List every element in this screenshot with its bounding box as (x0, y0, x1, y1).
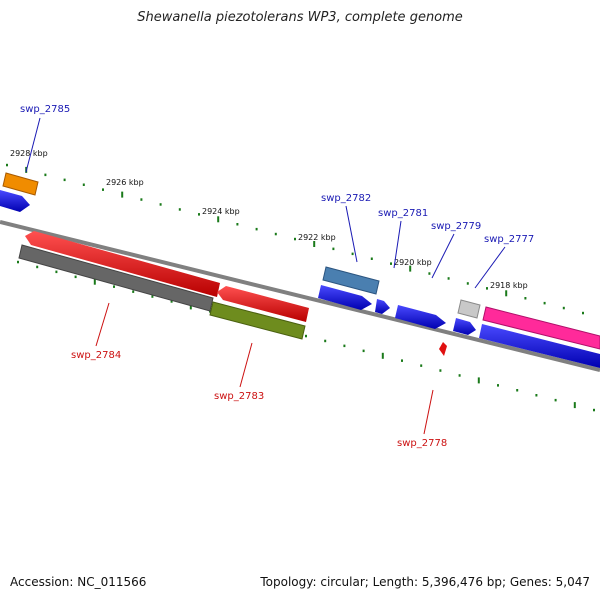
gene-swp-2778[interactable] (439, 342, 447, 356)
topology-text: Topology: circular; Length: 5,396,476 bp… (260, 575, 590, 589)
scale-label-2928: 2928 kbp (10, 149, 48, 158)
scale-label-2926: 2926 kbp (106, 178, 144, 187)
gene-swp-2783[interactable] (209, 301, 306, 340)
cds-forward-3[interactable] (375, 299, 390, 314)
callout-swp-2785 (25, 117, 41, 173)
label-swp-2784: swp_2784 (71, 350, 121, 361)
label-swp-2778: swp_2778 (397, 438, 447, 449)
callout-swp-2779 (431, 233, 455, 279)
scale-label-2918: 2918 kbp (490, 281, 528, 290)
scale-label-2920: 2920 kbp (394, 258, 432, 267)
label-swp-2781: swp_2781 (378, 208, 428, 219)
gene-swp-2785[interactable] (2, 172, 39, 196)
cds-forward-6[interactable] (479, 324, 600, 368)
callout-swp-2781 (393, 220, 402, 269)
scale-label-2922: 2922 kbp (298, 233, 336, 242)
callout-swp-2778 (423, 389, 434, 435)
gene-swp-2782[interactable] (322, 266, 380, 295)
label-swp-2782: swp_2782 (321, 193, 371, 204)
gene-swp-2784[interactable] (18, 244, 214, 312)
cds-reverse-1[interactable] (25, 231, 220, 297)
callout-swp-2783 (239, 342, 253, 388)
cds-forward-2[interactable] (318, 285, 372, 310)
label-swp-2783: swp_2783 (214, 391, 264, 402)
callout-swp-2782 (345, 205, 358, 263)
cds-forward-5[interactable] (453, 318, 476, 335)
cds-reverse-2[interactable] (217, 286, 309, 322)
cds-forward-1[interactable] (0, 190, 30, 212)
cds-forward-4[interactable] (395, 305, 446, 329)
callout-swp-2777 (474, 246, 506, 289)
accession-text: Accession: NC_011566 (10, 575, 147, 589)
label-swp-2779: swp_2779 (431, 221, 481, 232)
label-swp-2785: swp_2785 (20, 104, 70, 115)
scale-label-2924: 2924 kbp (202, 207, 240, 216)
gene-swp-2777[interactable] (482, 306, 600, 350)
callout-swp-2784 (95, 302, 110, 347)
genome-backbone (0, 220, 600, 372)
label-swp-2777: swp_2777 (484, 234, 534, 245)
map-title: Shewanella piezotolerans WP3, complete g… (137, 10, 463, 25)
upper-tick-row (6, 163, 584, 315)
gene-swp-2779[interactable] (457, 299, 481, 319)
